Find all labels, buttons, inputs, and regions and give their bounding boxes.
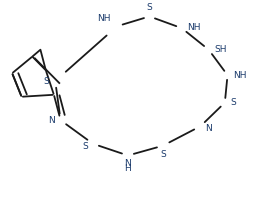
- Text: SH: SH: [215, 45, 227, 54]
- Text: S: S: [82, 142, 88, 151]
- Text: NH: NH: [97, 14, 110, 23]
- Text: S: S: [44, 77, 49, 86]
- Text: N: N: [205, 124, 212, 133]
- Text: S: S: [160, 150, 166, 159]
- Text: N: N: [48, 116, 55, 125]
- Text: NH: NH: [233, 71, 247, 80]
- Text: NH: NH: [187, 23, 201, 32]
- Text: S: S: [147, 3, 152, 12]
- Text: H: H: [125, 164, 131, 173]
- Text: S: S: [231, 98, 237, 107]
- Text: N: N: [125, 159, 131, 168]
